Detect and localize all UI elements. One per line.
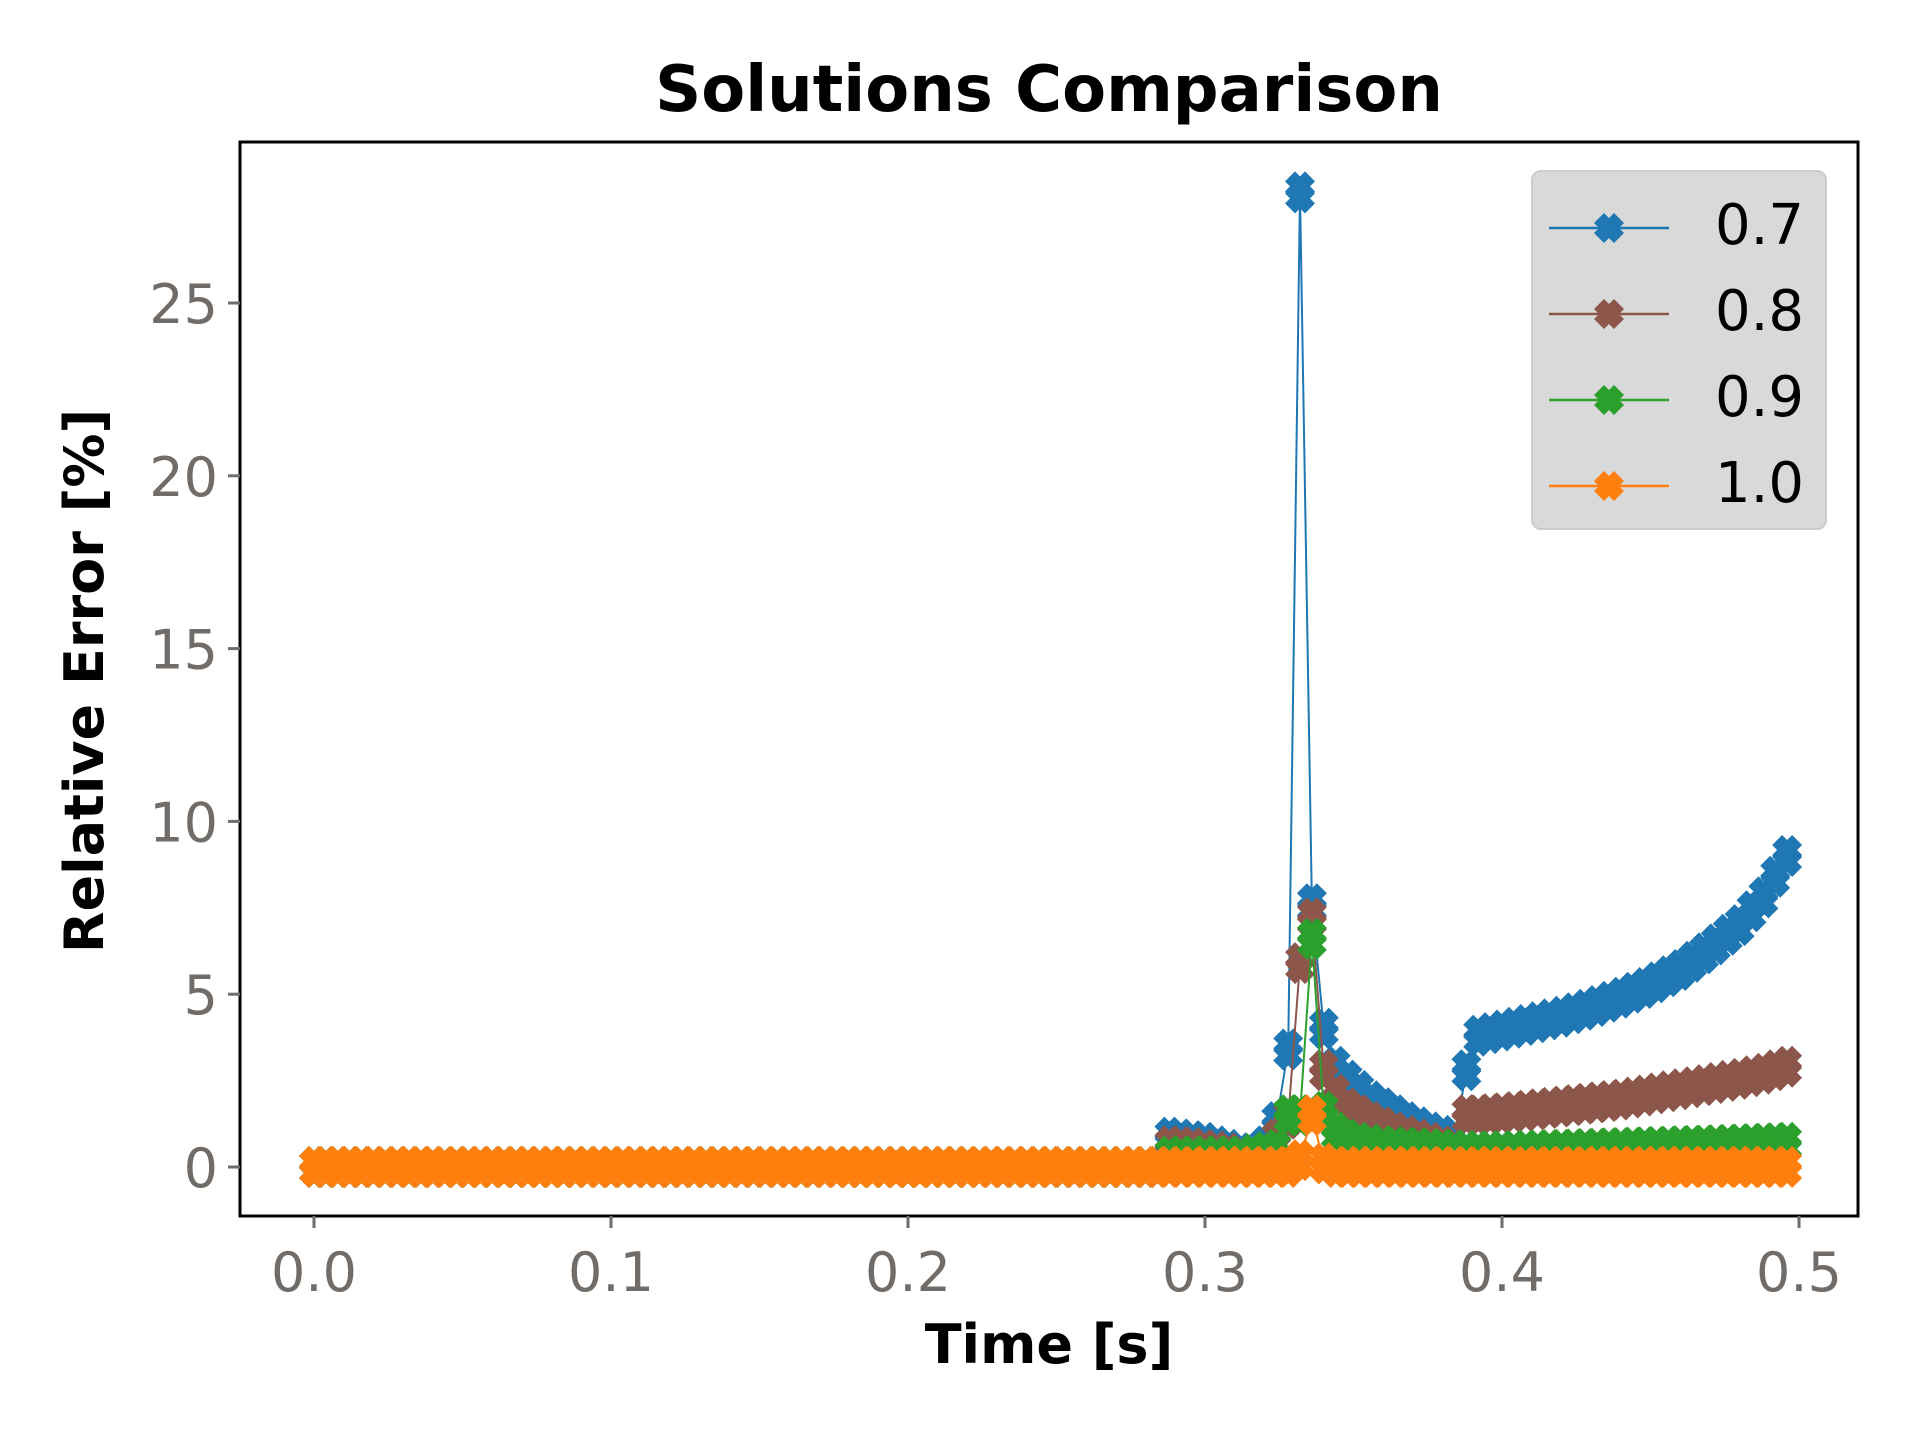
x-tick-label: 0.5 (1756, 1241, 1842, 1304)
chart-title: Solutions Comparison (655, 53, 1443, 127)
x-tick-label: 0.2 (865, 1241, 951, 1304)
x-marker-icon (1594, 299, 1624, 329)
series-1.0 (299, 1094, 1803, 1188)
legend-marker-icon (1549, 471, 1669, 501)
legend-marker-icon (1549, 385, 1669, 415)
axes-frame (238, 140, 1860, 1218)
legend-marker-icon (1549, 213, 1669, 243)
legend-item-0.9: 0.9 (1533, 358, 1825, 444)
legend-label: 0.7 (1715, 193, 1805, 258)
legend-marker-icon (1549, 299, 1669, 329)
y-tick-label: 15 (149, 619, 218, 682)
legend-label: 0.9 (1715, 365, 1805, 430)
legend-label: 0.8 (1715, 279, 1805, 344)
legend-label: 1.0 (1715, 451, 1805, 516)
y-tick-label: 20 (149, 446, 218, 509)
x-tick-label: 0.4 (1459, 1241, 1545, 1304)
x-marker-icon (1594, 385, 1624, 415)
y-tick-label: 5 (184, 964, 218, 1027)
y-tick-label: 0 (184, 1137, 218, 1200)
x-marker-icon (1594, 213, 1624, 243)
series-0.9 (299, 917, 1803, 1188)
y-tick-label: 25 (149, 273, 218, 336)
x-tick-label: 0.3 (1162, 1241, 1248, 1304)
x-tick-label: 0.1 (568, 1241, 654, 1304)
x-marker-icon (1594, 471, 1624, 501)
legend-item-0.7: 0.7 (1533, 186, 1825, 272)
x-axis-label: Time [s] (924, 1313, 1174, 1376)
legend-item-0.8: 0.8 (1533, 272, 1825, 358)
x-tick-label: 0.0 (271, 1241, 357, 1304)
legend-item-1.0: 1.0 (1533, 444, 1825, 530)
legend: 0.7 0.8 0.9 1.0 (1531, 170, 1827, 530)
y-tick-label: 10 (149, 791, 218, 854)
